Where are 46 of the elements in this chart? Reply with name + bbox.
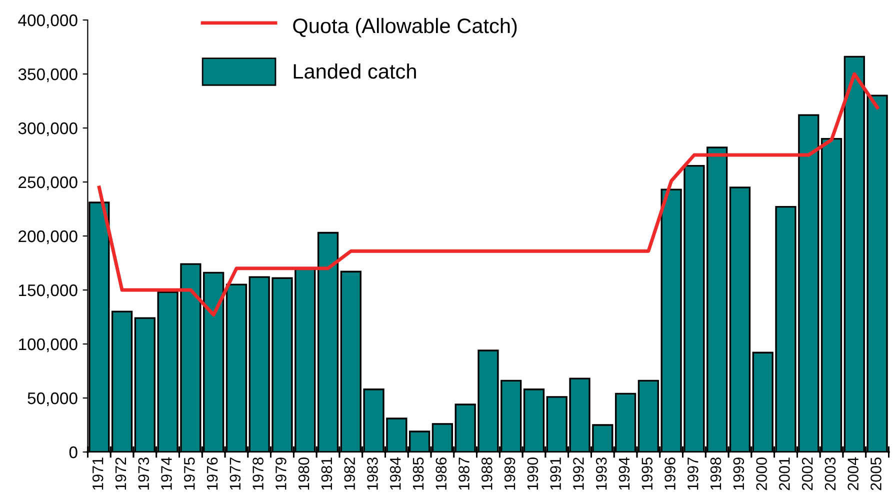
x-tick-label: 1976 xyxy=(206,458,218,490)
x-tick-label: 1979 xyxy=(276,458,286,490)
x-tick-label: 1992 xyxy=(573,458,584,490)
x-tick-label: 1975 xyxy=(184,458,195,490)
x-tick-label: 1977 xyxy=(230,458,241,490)
y-tick-label: 50,000 xyxy=(28,392,78,406)
x-tick-label: 1980 xyxy=(298,457,310,490)
x-tick-label: 1974 xyxy=(161,457,172,490)
legend-label: Landed catch xyxy=(294,63,416,79)
y-tick-label: 250,000 xyxy=(18,176,78,190)
x-tick-label: 2002 xyxy=(802,458,813,490)
y-tick-label: 100,000 xyxy=(19,338,78,352)
x-tick-label: 1984 xyxy=(390,457,401,490)
y-tick-label: 400,000 xyxy=(18,14,78,28)
y-tick-label: 300,000 xyxy=(18,122,78,136)
x-tick-label: 1994 xyxy=(618,457,630,490)
x-tick-label: 1997 xyxy=(687,458,698,490)
x-tick-label: 2004 xyxy=(848,457,859,490)
x-tick-label: 1985 xyxy=(412,458,424,490)
x-tick-label: 1982 xyxy=(344,458,356,490)
x-tick-label: 1981 xyxy=(321,458,332,490)
x-tick-label: 1990 xyxy=(527,457,538,490)
x-tick-label: 1991 xyxy=(550,458,561,490)
x-tick-label: 1998 xyxy=(710,458,722,490)
y-tick-label: 350,000 xyxy=(18,68,78,82)
x-tick-label: 1996 xyxy=(664,458,676,490)
y-tick-label: 200,000 xyxy=(18,230,78,244)
x-tick-label: 1971 xyxy=(92,458,104,490)
x-tick-label: 2005 xyxy=(870,458,882,490)
x-tick-label: 1972 xyxy=(115,458,126,490)
x-tick-label: 2001 xyxy=(779,458,790,490)
x-tick-label: 1987 xyxy=(458,458,470,490)
x-tick-label: 1978 xyxy=(252,458,264,490)
x-tick-label: 2003 xyxy=(824,458,836,490)
x-tick-label: 1999 xyxy=(733,458,744,490)
y-tick-label: 0 xyxy=(69,446,78,458)
x-tick-label: 1988 xyxy=(482,458,492,490)
x-tick-label: 1995 xyxy=(642,458,653,490)
legend-label: Quota (Allowable Catch) xyxy=(293,18,517,38)
x-tick-label: 2000 xyxy=(756,457,767,490)
x-tick-label: 1993 xyxy=(596,458,607,490)
x-tick-label: 1983 xyxy=(367,458,378,490)
x-tick-label: 1989 xyxy=(504,458,516,490)
x-tick-label: 1973 xyxy=(138,458,150,490)
x-tick-label: 1986 xyxy=(436,458,447,490)
y-tick-label: 150,000 xyxy=(19,284,78,298)
